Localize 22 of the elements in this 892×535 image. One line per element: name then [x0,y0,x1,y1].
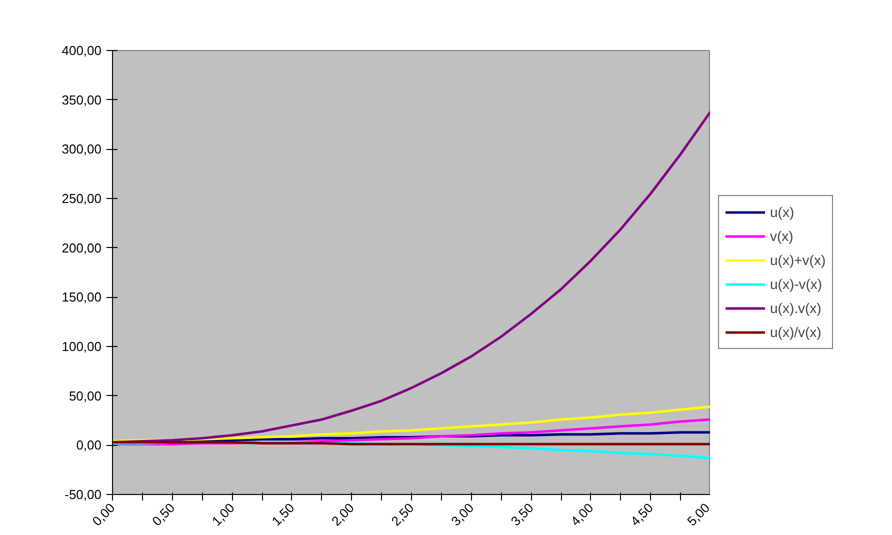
y-tick-label: 100,00 [62,339,102,354]
x-tick-label: 3,50 [508,500,536,529]
legend-label: u(x).v(x) [770,300,822,316]
x-tick-label: 4,50 [628,500,656,529]
y-tick-label: 150,00 [62,290,102,305]
y-tick-label: 400,00 [62,43,102,58]
legend-label: u(x) [770,204,794,220]
legend-label: v(x) [770,228,794,244]
y-tick-label: -50,00 [64,487,102,502]
x-tick-label: 4,00 [568,500,596,529]
x-tick-label: 3,00 [448,500,477,529]
y-tick-label: 0,00 [76,438,102,453]
y-tick-label: 50,00 [68,388,102,404]
x-tick-label: 0,50 [149,500,178,529]
y-tick-label: 300,00 [62,142,102,157]
y-tick-label: 250,00 [62,191,102,206]
y-tick-label: 200,00 [62,240,102,256]
legend-label: u(x)-v(x) [770,276,822,292]
legend-label: u(x)+v(x) [770,252,826,268]
y-tick-label: 350,00 [62,92,102,108]
x-tick-label: 5,00 [684,500,713,529]
legend-label: u(x)/v(x) [770,324,822,340]
